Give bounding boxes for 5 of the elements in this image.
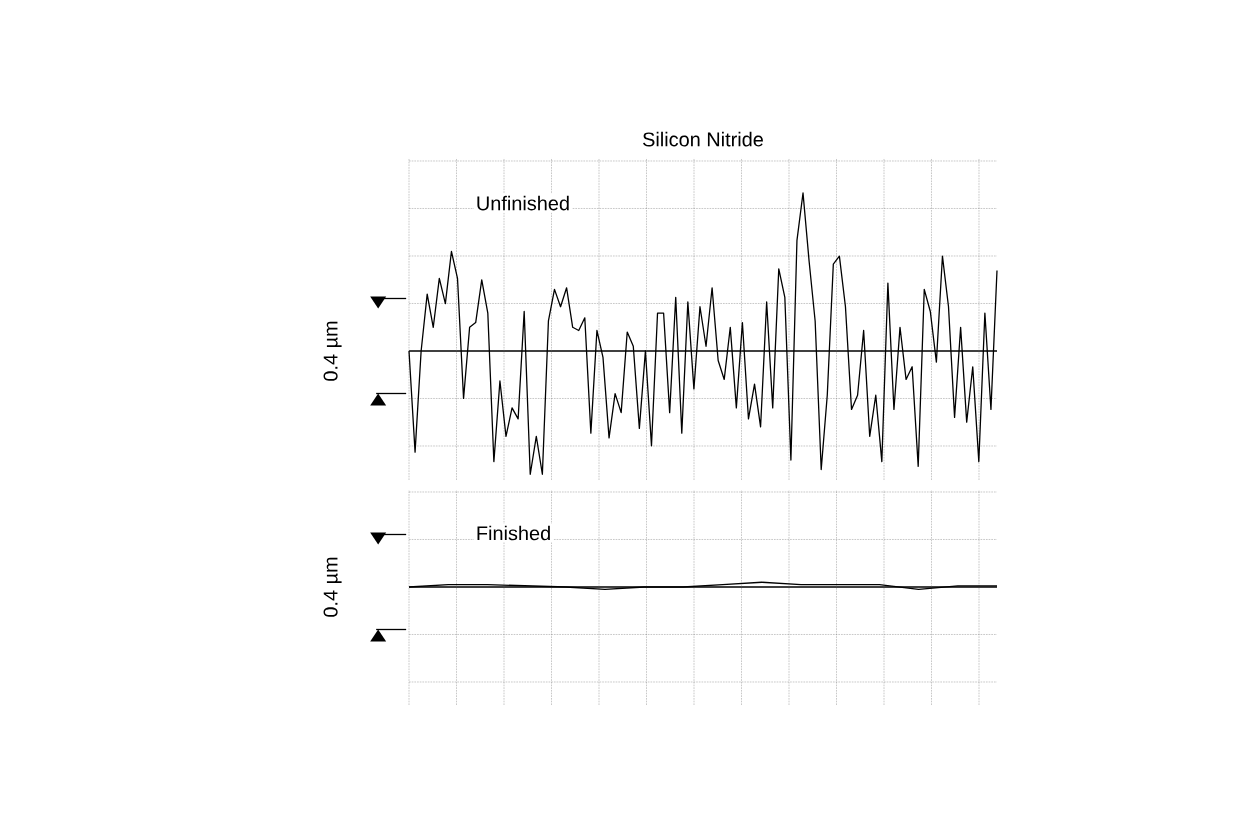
y-axis-title: 0.4 µm	[323, 557, 342, 617]
chart-title: Silicon Nitride	[643, 131, 763, 147]
annotation: Unfinished	[477, 195, 569, 211]
text: Finished	[477, 525, 550, 541]
y-axis-title: 0.4 µm	[323, 321, 342, 381]
